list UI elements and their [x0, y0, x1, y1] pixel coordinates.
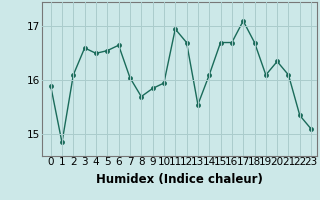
- X-axis label: Humidex (Indice chaleur): Humidex (Indice chaleur): [96, 173, 263, 186]
